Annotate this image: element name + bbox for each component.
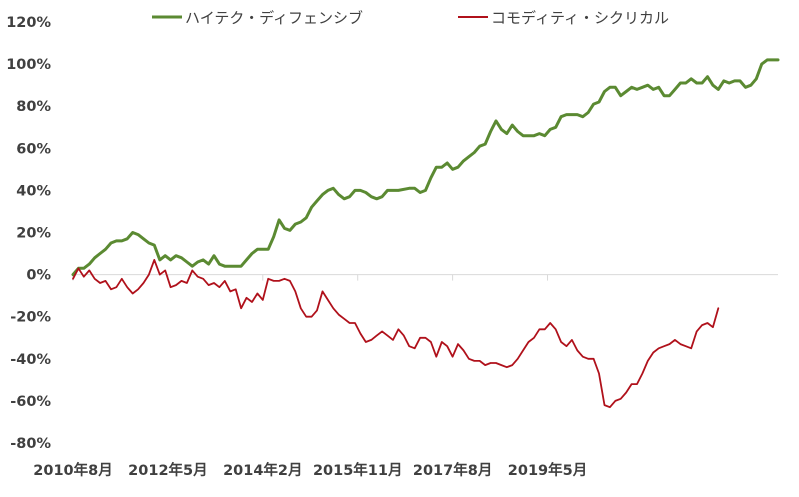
x-tick-label: 2010年8月	[33, 461, 112, 479]
y-tick-label: -20%	[10, 310, 51, 326]
y-tick-label: -60%	[10, 394, 51, 410]
y-axis-ticks: -80% -60% -40% -20% 0% 20% 40% 60% 80% 100% 120%	[6, 15, 51, 452]
y-tick-label: -80%	[10, 436, 51, 452]
y-tick-label: 100%	[6, 57, 51, 73]
y-tick-label: 80%	[16, 99, 51, 115]
y-tick-label: 40%	[16, 183, 51, 199]
series-line-1	[71, 58, 780, 277]
x-tick-label: 2017年8月	[413, 461, 492, 479]
x-axis-tickmarks	[72, 274, 549, 281]
y-tick-label: 20%	[16, 226, 51, 242]
x-tick-label: 2015年11月	[313, 461, 403, 479]
legend-label-1: ハイテク・ディフェンシブ	[185, 9, 363, 27]
y-tick-label: 120%	[6, 15, 51, 31]
series-lines	[71, 58, 780, 409]
legend: ハイテク・ディフェンシブ コモディティ・シクリカル	[152, 9, 669, 27]
y-tick-label: 0%	[26, 268, 51, 284]
x-tick-label: 2014年2月	[223, 461, 302, 479]
x-tick-label: 2012年5月	[128, 461, 207, 479]
y-tick-label: -40%	[10, 352, 51, 368]
legend-label-2: コモディティ・シクリカル	[491, 9, 669, 27]
x-tick-label: 2019年5月	[508, 461, 587, 479]
x-axis-ticks: 2010年8月 2012年5月 2014年2月 2015年11月 2017年8月 2019…	[33, 461, 587, 479]
series-line-2	[72, 259, 720, 409]
y-tick-label: 60%	[16, 141, 51, 157]
